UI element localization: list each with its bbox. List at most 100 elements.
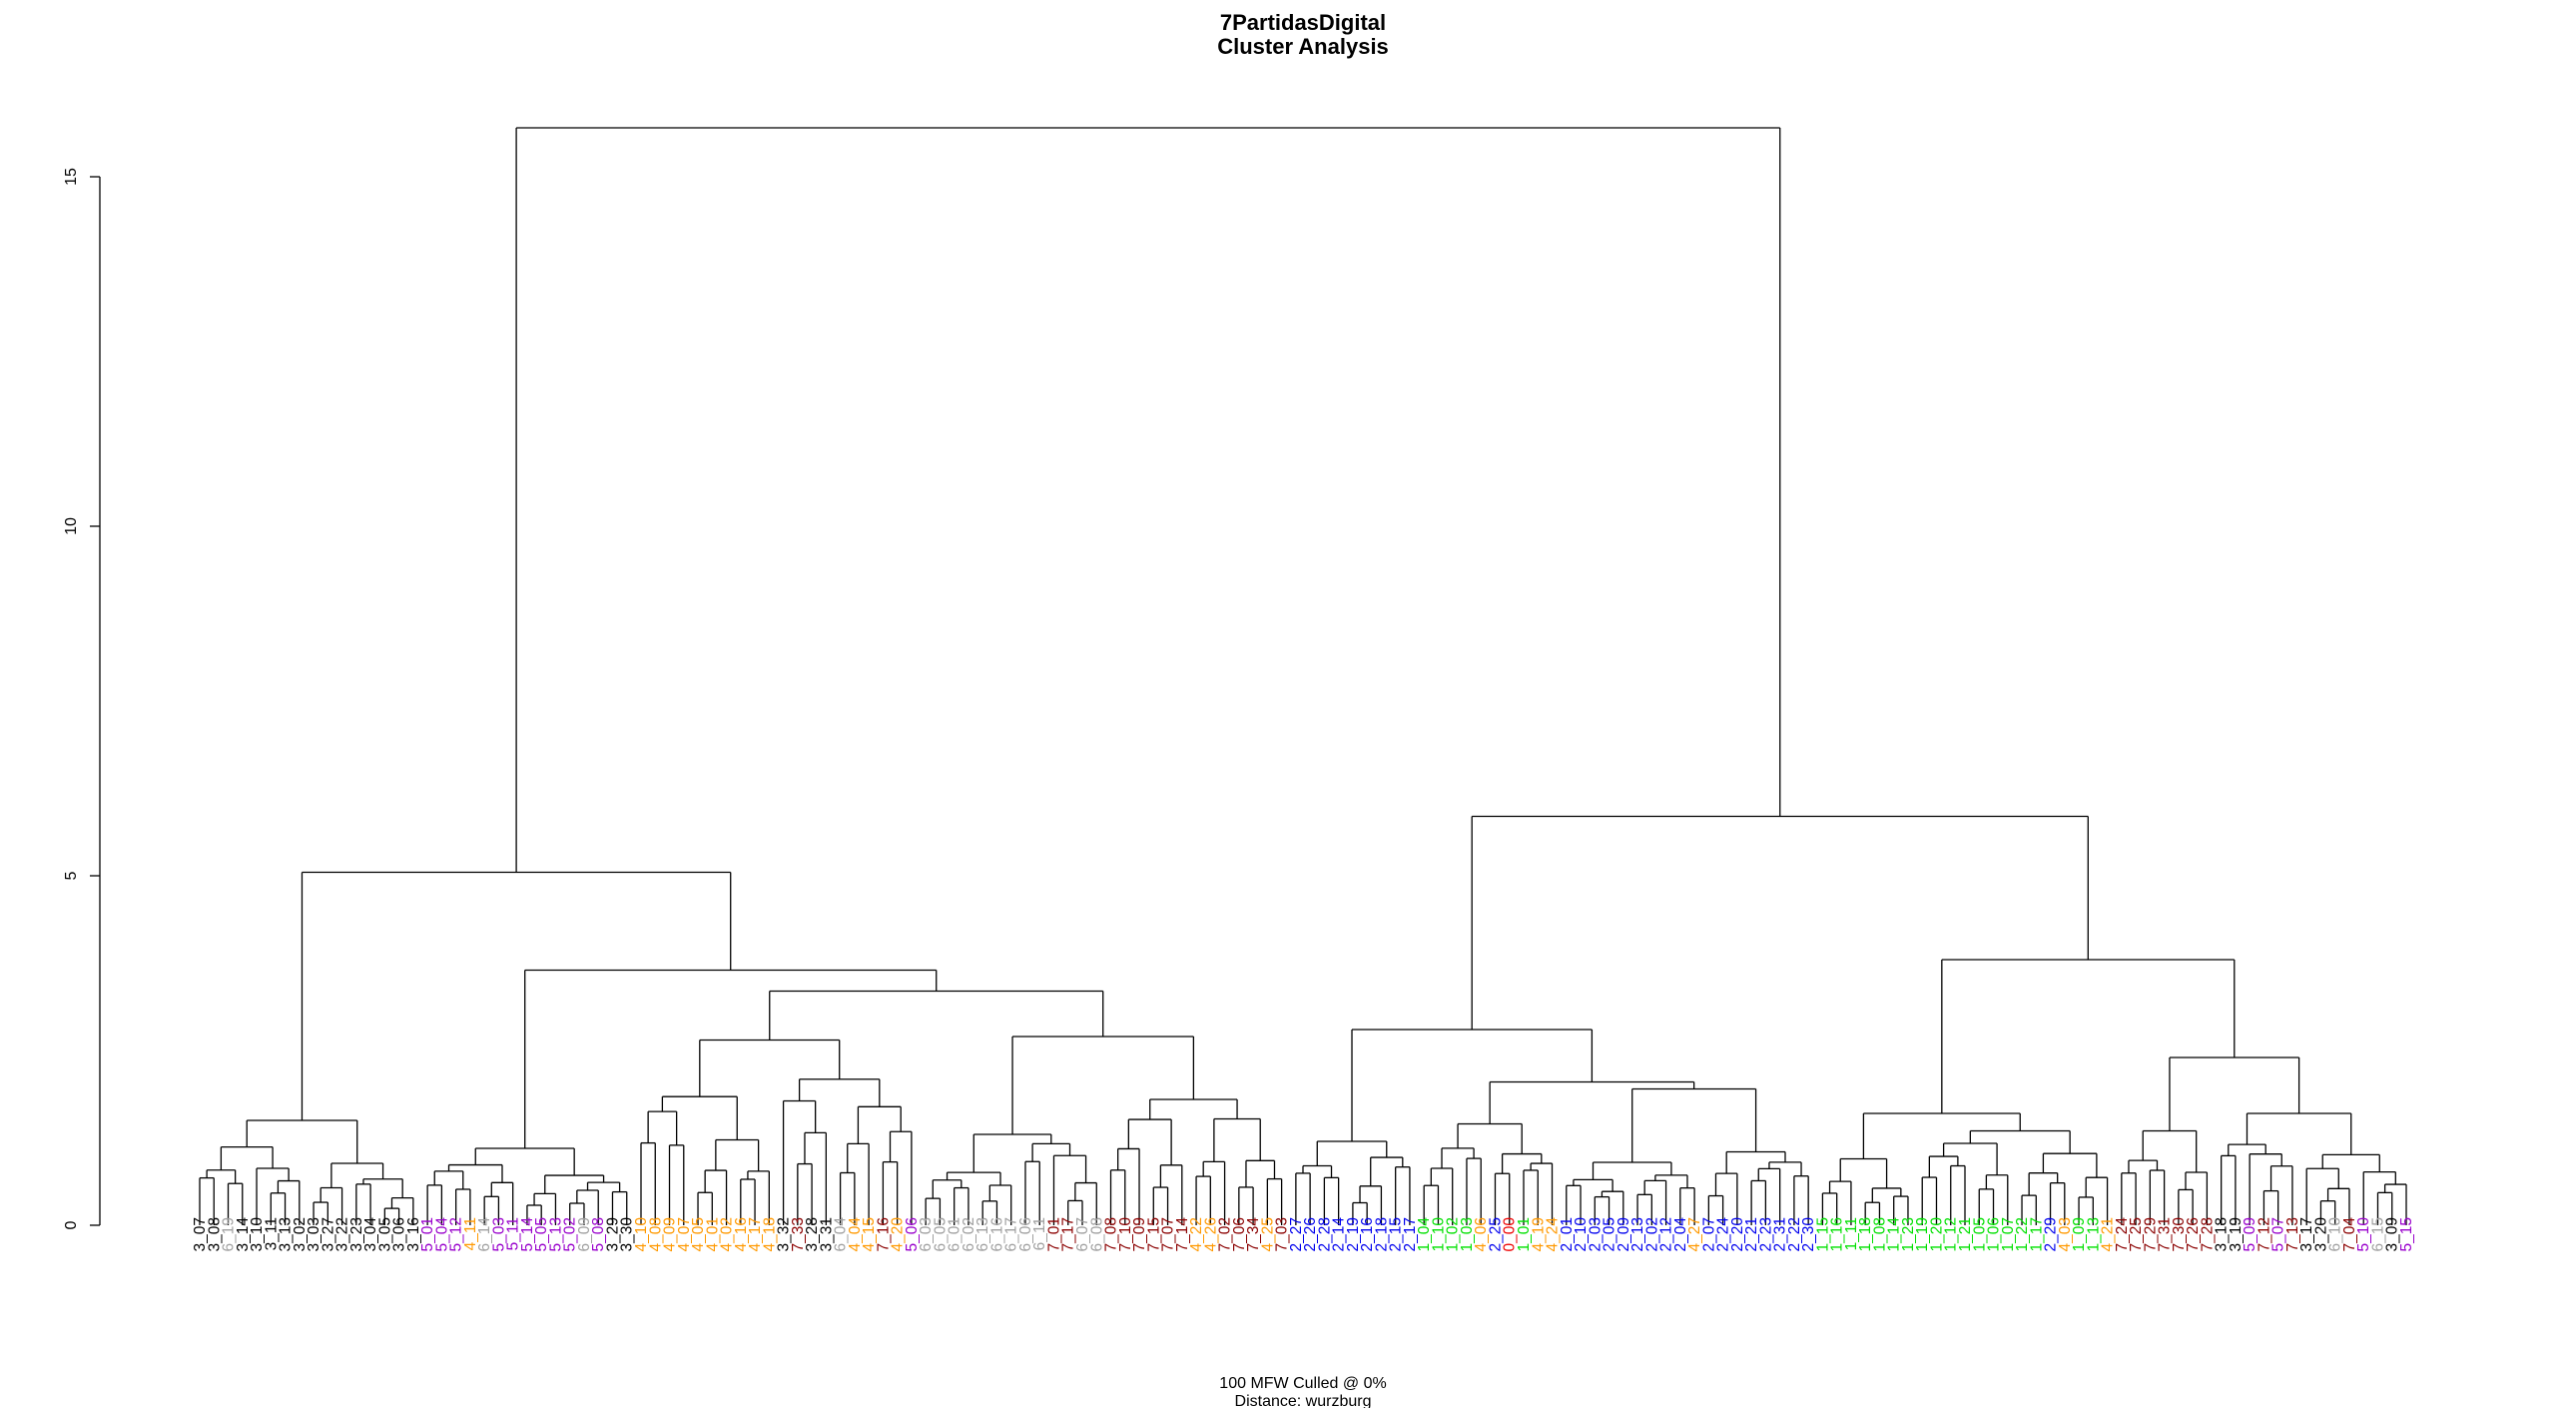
y-tick-label: 0 <box>63 1220 80 1229</box>
leaf-label: 2_26 <box>1302 1217 1319 1251</box>
leaf-label: 2_19 <box>1345 1217 1362 1251</box>
leaf-label: 4_04 <box>847 1217 864 1252</box>
leaf-label: 3_04 <box>362 1217 379 1252</box>
leaf-label: 3_20 <box>2312 1217 2329 1252</box>
leaf-label: 5_09 <box>2242 1217 2258 1251</box>
leaf-label: 4_01 <box>704 1217 721 1251</box>
leaf-label: 3_30 <box>619 1217 636 1252</box>
leaf-label: 4_08 <box>647 1217 664 1251</box>
leaf-label: 5_13 <box>547 1217 564 1251</box>
leaf-label: 1_19 <box>1914 1217 1931 1251</box>
leaf-label: 5_04 <box>433 1217 450 1252</box>
leaf-label: 4_18 <box>761 1217 778 1251</box>
leaf-label: 7_31 <box>2157 1217 2174 1251</box>
leaf-label: 7_09 <box>1131 1217 1148 1251</box>
leaf-label: 4_09 <box>662 1217 679 1251</box>
leaf-label: 4_05 <box>690 1217 707 1251</box>
leaf-label: 0_00 <box>1502 1217 1519 1252</box>
leaf-label: 3_05 <box>376 1217 393 1251</box>
leaf-label: 5_07 <box>2270 1217 2287 1251</box>
leaf-label: 2_22 <box>1786 1217 1803 1251</box>
leaf-label: 2_02 <box>1643 1217 1660 1251</box>
leaf-label: 5_11 <box>505 1217 522 1250</box>
leaf-label: 2_21 <box>1743 1217 1760 1251</box>
leaf-label: 6_02 <box>961 1217 977 1251</box>
leaf-label: 3_32 <box>776 1217 793 1251</box>
leaf-label: 4_22 <box>1188 1217 1205 1251</box>
leaf-label: 4_25 <box>1259 1217 1276 1251</box>
leaf-label: 6_01 <box>947 1217 964 1251</box>
leaf-label: 6_14 <box>476 1217 493 1252</box>
leaf-label: 1_17 <box>2028 1217 2045 1251</box>
leaf-label: 2_04 <box>1672 1217 1689 1252</box>
leaf-label: 1_22 <box>2014 1217 2031 1251</box>
leaf-label: 4_10 <box>633 1217 650 1252</box>
leaf-label: 3_10 <box>249 1217 266 1252</box>
leaf-label: 6_06 <box>1017 1217 1034 1251</box>
leaf-label: 1_20 <box>1928 1217 1945 1252</box>
leaf-label: 2_24 <box>1715 1217 1732 1252</box>
leaf-label: 4_17 <box>747 1217 764 1251</box>
leaf-label: 2_03 <box>1587 1217 1604 1251</box>
leaf-label: 4_07 <box>676 1217 693 1251</box>
leaf-label: 1_15 <box>1814 1217 1831 1251</box>
leaf-label: 5_12 <box>448 1217 465 1251</box>
leaf-label: 5_05 <box>533 1217 550 1251</box>
leaf-label: 6_17 <box>1003 1217 1020 1251</box>
leaf-label: 2_31 <box>1772 1217 1789 1251</box>
leaf-label: 4_24 <box>1545 1217 1562 1252</box>
leaf-label: 2_17 <box>1402 1217 1419 1251</box>
leaf-label: 2_25 <box>1487 1217 1504 1251</box>
leaf-label: 7_30 <box>2171 1217 2188 1252</box>
leaf-label: 7_08 <box>1103 1217 1120 1251</box>
leaf-label: 7_17 <box>1060 1217 1077 1251</box>
leaf-label: 2_28 <box>1316 1217 1333 1251</box>
leaf-label: 3_22 <box>334 1217 351 1251</box>
leaf-label: 4_03 <box>2057 1217 2074 1251</box>
leaf-label: 1_18 <box>1857 1217 1874 1251</box>
leaf-label: 3_16 <box>405 1217 422 1251</box>
leaf-label: 1_08 <box>1871 1217 1888 1251</box>
leaf-label: 3_28 <box>804 1217 821 1251</box>
leaf-label: 3_11 <box>263 1217 280 1250</box>
leaf-label: 3_31 <box>818 1217 835 1251</box>
leaf-label: 1_06 <box>1986 1217 2003 1251</box>
leaf-label: 3_14 <box>235 1217 252 1252</box>
leaf-label: 4_15 <box>861 1217 878 1251</box>
leaf-label: 3_18 <box>2214 1217 2231 1251</box>
leaf-label: 2_01 <box>1559 1217 1576 1251</box>
leaf-label: 1_23 <box>1900 1217 1917 1251</box>
y-tick-label: 10 <box>63 517 80 535</box>
leaf-label: 6_19 <box>221 1217 238 1251</box>
leaf-label: 4_11 <box>462 1217 479 1250</box>
leaf-label: 5_14 <box>519 1217 536 1252</box>
leaf-label: 3_13 <box>278 1217 295 1251</box>
leaf-label: 1_04 <box>1416 1217 1433 1252</box>
leaf-label: 6_11 <box>1031 1217 1048 1250</box>
leaf-label: 2_18 <box>1373 1217 1390 1251</box>
leaf-label: 3_17 <box>2298 1217 2315 1251</box>
leaf-label: 1_10 <box>1430 1217 1447 1252</box>
leaf-label: 7_26 <box>2185 1217 2202 1251</box>
y-axis: 0 5 10 15 <box>63 168 101 1229</box>
leaf-label: 1_03 <box>1459 1217 1476 1251</box>
leaf-label: 5_01 <box>419 1217 436 1251</box>
leaf-label: 3_07 <box>192 1217 209 1251</box>
leaf-label: 3_09 <box>2384 1217 2401 1251</box>
leaf-label: 4_19 <box>1530 1217 1547 1251</box>
leaf-label: 5_08 <box>590 1217 607 1251</box>
leaf-label: 3_23 <box>348 1217 365 1251</box>
leaf-label: 6_05 <box>932 1217 949 1251</box>
leaf-label: 7_34 <box>1245 1217 1262 1252</box>
leaf-label: 7_06 <box>1231 1217 1248 1251</box>
leaf-label: 1_16 <box>1829 1217 1846 1251</box>
y-tick-label: 15 <box>63 168 80 186</box>
leaf-label: 2_14 <box>1331 1217 1348 1252</box>
leaf-label: 2_09 <box>1615 1217 1632 1251</box>
leaf-label: 7_16 <box>875 1217 892 1251</box>
leaf-label: 7_10 <box>1117 1217 1134 1252</box>
leaf-label: 4_16 <box>733 1217 750 1251</box>
leaf-label: 3_08 <box>206 1217 223 1251</box>
leaf-label: 1_09 <box>2071 1217 2088 1251</box>
